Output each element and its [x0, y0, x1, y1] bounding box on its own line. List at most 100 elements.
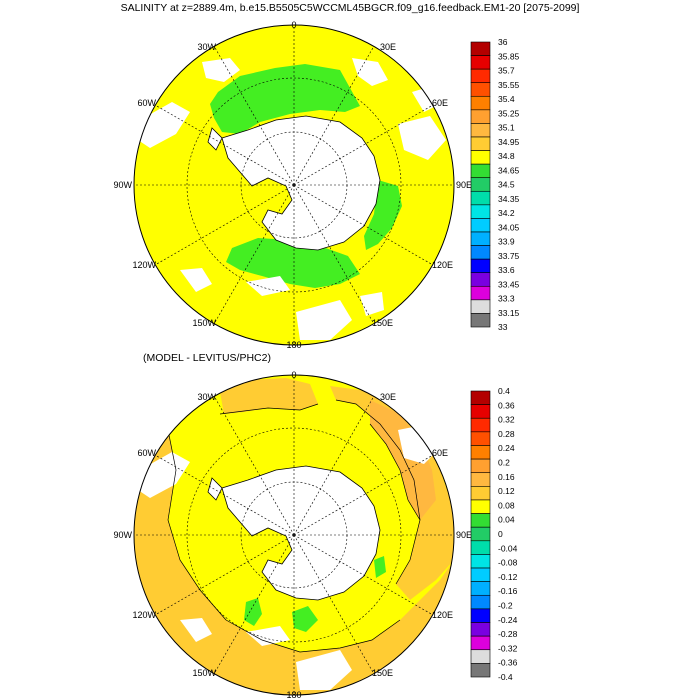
top-colorbar-swatch — [470, 136, 491, 151]
top-colorbar-swatch — [470, 204, 491, 219]
top-colorbar-label: 34.8 — [498, 151, 515, 161]
bottom-lon-label: 150E — [372, 668, 393, 678]
bottom-polar-map — [134, 375, 454, 695]
top-colorbar-swatch — [470, 285, 491, 301]
bottom-green-pocket — [292, 606, 318, 632]
bottom-colorbar-swatch — [470, 390, 491, 405]
bottom-colorbar-label: -0.28 — [498, 629, 518, 639]
bottom-lon-label: 180 — [286, 690, 301, 700]
top-colorbar-swatch — [470, 177, 491, 192]
top-colorbar-swatch — [470, 272, 491, 287]
top-polar-map — [134, 25, 454, 345]
top-colorbar-swatch — [470, 299, 491, 314]
bottom-colorbar-swatch — [470, 417, 491, 433]
top-green-region-atlantic — [210, 64, 360, 134]
bottom-colorbar-label: -0.08 — [498, 558, 518, 568]
top-colorbar-swatch — [470, 190, 491, 206]
top-lon-label: 120E — [432, 260, 453, 270]
bottom-colorbar-swatch — [470, 445, 491, 460]
top-colorbar-label: 35.55 — [498, 80, 520, 90]
bottom-panel-title: (MODEL - LEVITUS/PHC2) — [143, 352, 271, 364]
bottom-colorbar-swatch — [470, 622, 491, 637]
top-colorbar-swatch — [470, 258, 491, 274]
bottom-colorbar-label: -0.24 — [498, 615, 518, 625]
top-colorbar-label: 33.3 — [498, 294, 515, 304]
top-antarctica — [221, 115, 381, 251]
bottom-colorbar-swatch — [470, 513, 491, 528]
top-colorbar-label: 34.95 — [498, 137, 520, 147]
top-colorbar-label: 33.6 — [498, 265, 515, 275]
bottom-colorbar-label: 0.36 — [498, 400, 515, 410]
top-colorbar-label: 35.4 — [498, 94, 515, 104]
top-lon-label: 30W — [197, 42, 216, 52]
bottom-colorbar-swatch — [470, 554, 491, 569]
top-colorbar-swatch — [470, 163, 491, 179]
bottom-lon-label: 30W — [197, 392, 216, 402]
bottom-lon-label: 30E — [380, 392, 396, 402]
top-colorbar-swatch — [470, 95, 491, 111]
top-lon-label: 120W — [132, 260, 156, 270]
bottom-colorbar-label: -0.32 — [498, 643, 518, 653]
bottom-colorbar-label: 0.2 — [498, 458, 510, 468]
bottom-lon-label: 150W — [192, 668, 216, 678]
bottom-colorbar-label: -0.12 — [498, 572, 518, 582]
top-lon-label: 180 — [286, 340, 301, 350]
top-colorbar-label: 33.45 — [498, 279, 520, 289]
top-colorbar-swatch — [470, 245, 491, 260]
top-lon-label: 30E — [380, 42, 396, 52]
bottom-colorbar-swatch — [470, 431, 491, 446]
bottom-lon-label: 120E — [432, 610, 453, 620]
bottom-colorbar-swatch — [470, 540, 491, 555]
top-colorbar-swatch — [470, 41, 491, 56]
bottom-colorbar-label: 0.28 — [498, 429, 515, 439]
bottom-lon-label: 0 — [291, 370, 296, 380]
bottom-colorbar-swatch — [470, 486, 491, 501]
bottom-colorbar-label: 0.08 — [498, 500, 515, 510]
bottom-colorbar-label: 0.4 — [498, 386, 510, 396]
bottom-colorbar-swatch — [470, 567, 491, 582]
top-colorbar-label: 35.85 — [498, 51, 520, 61]
top-colorbar-label: 35.25 — [498, 108, 520, 118]
bottom-colorbar-swatch — [470, 608, 491, 623]
bottom-colorbar-swatch — [470, 458, 491, 474]
top-colorbar-label: 34.2 — [498, 208, 515, 218]
bottom-colorbar: 0.4 0.36 0.32 0.28 0.24 0.2 0.16 0.12 0.08 0.04 0 -… — [470, 386, 518, 682]
top-colorbar-label: 33.9 — [498, 237, 515, 247]
bottom-lon-label: 60W — [137, 448, 156, 458]
bottom-colorbar-swatch — [470, 404, 491, 419]
bottom-colorbar-label: -0.04 — [498, 543, 518, 553]
top-colorbar-label: 35.1 — [498, 123, 515, 133]
bottom-colorbar-label: 0.32 — [498, 415, 515, 425]
top-lon-label: 0 — [291, 20, 296, 30]
bottom-green-pocket — [374, 556, 386, 578]
top-lon-label: 60E — [432, 98, 448, 108]
top-colorbar-swatch — [470, 123, 491, 138]
top-colorbar-swatch — [470, 68, 491, 84]
top-longitude-labels: 0 30E 60E 90E 120E 150E 180 150W 120W 90… — [113, 20, 472, 350]
top-lon-label: 90E — [456, 180, 472, 190]
top-colorbar-swatch — [470, 231, 491, 246]
top-colorbar-swatch — [470, 218, 491, 233]
top-lon-label: 150E — [372, 318, 393, 328]
top-colorbar-swatch — [470, 82, 491, 97]
bottom-longitude-labels: 0 30E 60E 90E 120E 150E 180 150W 120W 90… — [113, 370, 472, 700]
top-colorbar-swatch — [470, 150, 491, 165]
top-colorbar-label: 34.65 — [498, 165, 520, 175]
top-colorbar-swatch — [470, 109, 491, 124]
bottom-colorbar-label: -0.36 — [498, 658, 518, 668]
top-colorbar-swatch — [470, 313, 491, 328]
top-colorbar-label: 33.75 — [498, 251, 520, 261]
bottom-colorbar-label: 0.04 — [498, 515, 515, 525]
top-colorbar-label: 33.15 — [498, 308, 520, 318]
bottom-lon-label: 90W — [113, 530, 132, 540]
top-colorbar-label: 36 — [498, 37, 508, 47]
bottom-colorbar-swatch — [470, 635, 491, 651]
bottom-colorbar-swatch — [470, 663, 491, 678]
bottom-colorbar-label: 0.12 — [498, 486, 515, 496]
top-lon-label: 90W — [113, 180, 132, 190]
top-colorbar-label: 35.7 — [498, 66, 515, 76]
top-colorbar-label: 34.35 — [498, 194, 520, 204]
bottom-colorbar-label: -0.16 — [498, 586, 518, 596]
top-colorbar: 36 35.85 35.7 35.55 35.4 35.25 35.1 34.95 34.8 34… — [470, 37, 520, 332]
top-lon-label: 150W — [192, 318, 216, 328]
